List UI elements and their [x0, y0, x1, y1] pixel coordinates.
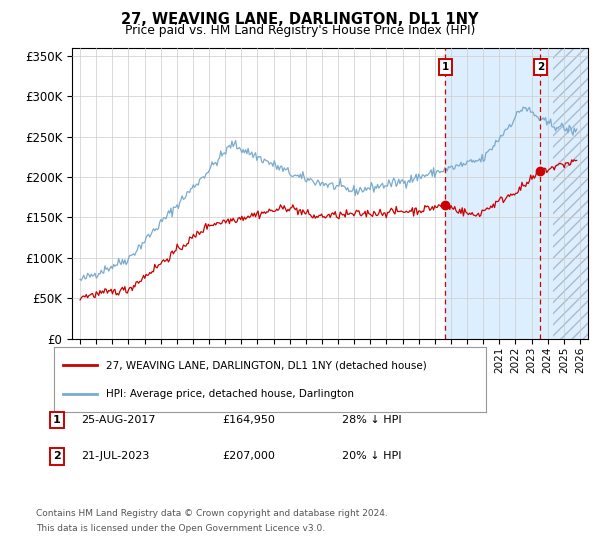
- Text: £207,000: £207,000: [222, 451, 275, 461]
- Text: 27, WEAVING LANE, DARLINGTON, DL1 1NY: 27, WEAVING LANE, DARLINGTON, DL1 1NY: [121, 12, 479, 27]
- Text: 27, WEAVING LANE, DARLINGTON, DL1 1NY (detached house): 27, WEAVING LANE, DARLINGTON, DL1 1NY (d…: [106, 360, 427, 370]
- Text: £164,950: £164,950: [222, 415, 275, 425]
- Text: 20% ↓ HPI: 20% ↓ HPI: [342, 451, 401, 461]
- Text: Price paid vs. HM Land Registry's House Price Index (HPI): Price paid vs. HM Land Registry's House …: [125, 24, 475, 36]
- Bar: [553, 48, 588, 339]
- Text: Contains HM Land Registry data © Crown copyright and database right 2024.: Contains HM Land Registry data © Crown c…: [36, 509, 388, 518]
- Text: 2: 2: [53, 451, 61, 461]
- Text: 2: 2: [537, 62, 544, 72]
- Bar: [553, 48, 588, 339]
- Text: This data is licensed under the Open Government Licence v3.0.: This data is licensed under the Open Gov…: [36, 524, 325, 533]
- Text: 1: 1: [53, 415, 61, 425]
- Text: 1: 1: [442, 62, 449, 72]
- Text: HPI: Average price, detached house, Darlington: HPI: Average price, detached house, Darl…: [106, 389, 354, 399]
- Text: 28% ↓ HPI: 28% ↓ HPI: [342, 415, 401, 425]
- Text: 25-AUG-2017: 25-AUG-2017: [81, 415, 155, 425]
- Text: 21-JUL-2023: 21-JUL-2023: [81, 451, 149, 461]
- Bar: [445, 48, 588, 339]
